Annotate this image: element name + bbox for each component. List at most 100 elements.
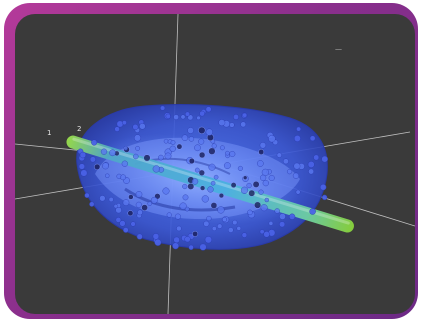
particle: [141, 204, 148, 211]
particle: [264, 197, 270, 203]
particle: [162, 187, 170, 195]
particle: [254, 201, 262, 209]
particle: [218, 192, 225, 199]
particle: [205, 128, 213, 136]
particle: [240, 121, 247, 128]
particle: [170, 140, 176, 145]
particle: [176, 225, 182, 232]
particle: [258, 189, 264, 195]
particle: [89, 156, 96, 163]
particle: [208, 163, 216, 171]
particle: [89, 201, 95, 207]
axis-label-1: 1: [47, 129, 51, 137]
particle: [206, 215, 212, 222]
particle: [258, 149, 265, 155]
particle: [152, 165, 160, 173]
particle: [136, 233, 143, 240]
particle: [176, 143, 183, 150]
particle: [279, 213, 286, 220]
particle: [199, 110, 205, 117]
particle: [259, 229, 265, 235]
particle: [207, 186, 214, 193]
particle: [296, 126, 302, 132]
particle: [135, 201, 142, 208]
particle: [184, 111, 191, 117]
particle: [115, 217, 122, 223]
particle: [100, 148, 108, 155]
particle: [152, 233, 160, 240]
corner-mark: —: [335, 45, 342, 53]
particle: [99, 195, 106, 202]
particle: [135, 191, 143, 198]
particle: [229, 150, 236, 158]
particle: [164, 152, 172, 160]
particle: [210, 180, 216, 186]
particle: [172, 242, 180, 250]
particle: [217, 206, 225, 214]
particle: [188, 244, 194, 251]
particle: [252, 180, 260, 188]
particle: [218, 119, 226, 127]
particle: [293, 162, 301, 170]
particle: [259, 142, 267, 149]
particle: [241, 232, 248, 238]
particle: [236, 226, 242, 231]
particle: [309, 135, 316, 142]
particle: [279, 221, 286, 228]
particle: [169, 145, 176, 152]
particle: [248, 189, 256, 197]
particle: [268, 221, 274, 226]
particle: [182, 183, 188, 190]
particle: [225, 150, 230, 156]
channel-rod[interactable]: [65, 134, 356, 234]
particle: [163, 138, 169, 144]
particle: [188, 136, 195, 142]
particle: [221, 216, 227, 223]
particle: [313, 154, 320, 161]
particle: [286, 168, 293, 175]
particle: [105, 173, 110, 178]
particle: [139, 123, 146, 130]
particle: [109, 149, 116, 157]
particle: [199, 185, 206, 191]
particle: [246, 182, 252, 189]
particle: [211, 226, 217, 232]
particle: [165, 113, 171, 119]
particle: [127, 210, 134, 217]
particle: [232, 219, 238, 226]
particle: [187, 182, 195, 190]
particle: [276, 152, 282, 158]
particle: [108, 196, 114, 203]
particle: [192, 230, 199, 237]
particle: [217, 223, 223, 229]
particle: [120, 174, 127, 181]
particle: [132, 123, 139, 131]
particle: [121, 160, 128, 167]
particle: [242, 112, 248, 118]
particle: [184, 236, 191, 243]
particle: [196, 115, 201, 121]
particle: [198, 138, 205, 145]
particle: [191, 178, 199, 185]
particle: [114, 126, 120, 132]
particle: [113, 203, 119, 209]
particle: [94, 163, 101, 171]
particle: [295, 189, 301, 195]
particle: [102, 162, 109, 170]
particle: [262, 179, 269, 187]
particle: [173, 114, 179, 120]
particle: [227, 227, 234, 233]
particle: [211, 143, 217, 149]
particle: [198, 169, 205, 176]
rod-highlight: [72, 137, 350, 225]
particle: [259, 174, 267, 181]
particle: [219, 145, 225, 151]
particle: [223, 162, 231, 170]
3d-viewport[interactable]: 1 2 —: [15, 14, 415, 314]
particle: [119, 220, 126, 227]
particle: [78, 163, 86, 170]
particle: [160, 105, 166, 111]
particle: [180, 114, 186, 120]
particle: [237, 165, 243, 171]
particle: [308, 168, 315, 175]
